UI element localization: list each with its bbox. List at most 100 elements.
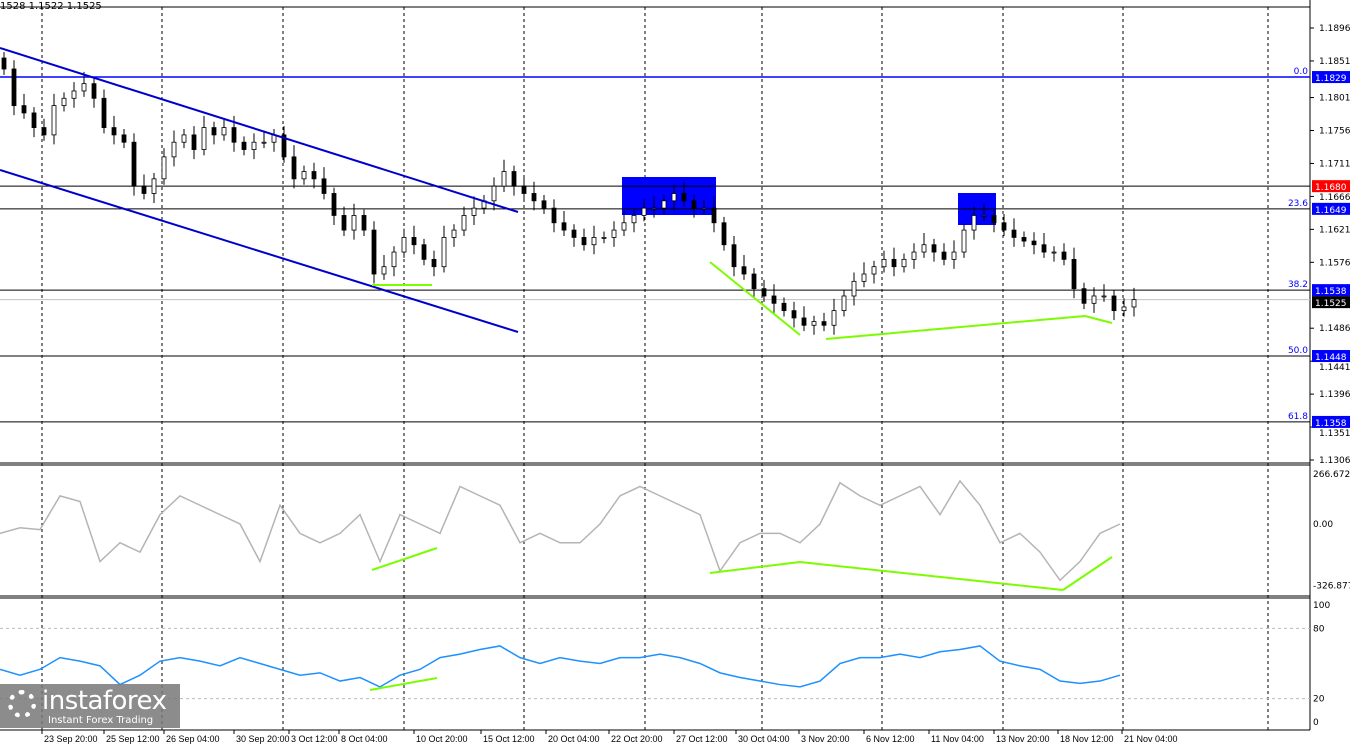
candle-body xyxy=(861,273,867,282)
candle-body xyxy=(611,229,617,238)
price-tag xyxy=(1312,71,1350,84)
candle-body xyxy=(431,258,437,268)
candle-body xyxy=(1021,237,1027,242)
time-tick-label: 11 Nov 04:00 xyxy=(931,734,984,744)
candle-body xyxy=(951,251,957,260)
candle-body xyxy=(341,215,347,231)
candle-body xyxy=(411,237,417,246)
candle-body xyxy=(131,141,137,187)
candle-body xyxy=(991,215,997,224)
candle-body xyxy=(91,83,97,99)
candle-body xyxy=(771,295,777,304)
candle-body xyxy=(1121,306,1127,312)
time-tick-label: 13 Nov 20:00 xyxy=(996,734,1050,744)
candle-body xyxy=(1,57,7,70)
candle-body xyxy=(1061,251,1067,260)
divergence-line xyxy=(1084,315,1113,324)
candle-body xyxy=(211,127,217,136)
candle-body xyxy=(811,321,817,326)
time-tick-label: 6 Nov 12:00 xyxy=(866,734,915,744)
candle-body xyxy=(11,68,17,107)
candle-body xyxy=(261,141,267,144)
candle-body xyxy=(941,251,947,260)
candle-body xyxy=(761,288,767,297)
divergence-line xyxy=(1062,556,1113,591)
time-tick-label: 27 Oct 12:00 xyxy=(676,734,728,744)
candle-body xyxy=(701,207,707,210)
candle-body xyxy=(41,127,47,136)
candle-body xyxy=(821,321,827,326)
candle-body xyxy=(621,222,627,231)
price-tick-label: 1.1711 xyxy=(1319,159,1350,169)
candle-body xyxy=(441,237,447,268)
candle-body xyxy=(231,127,237,143)
candle-body xyxy=(691,200,697,209)
fib-label: 38.2 xyxy=(1288,280,1308,290)
candle-body xyxy=(961,229,967,253)
candle-body xyxy=(71,90,77,99)
cci-tick-label: 0.00 xyxy=(1313,520,1333,530)
logo-tagline: Instant Forex Trading xyxy=(48,715,154,726)
divergence-line xyxy=(799,561,1064,591)
price-tag-label: 1.1829 xyxy=(1315,74,1347,84)
price-tag xyxy=(1312,202,1350,215)
candle-body xyxy=(911,251,917,260)
time-tick-label: 30 Oct 04:00 xyxy=(738,734,790,744)
time-tick-label: 20 Oct 04:00 xyxy=(548,734,600,744)
channel-upper-line xyxy=(0,47,519,213)
price-tag xyxy=(1312,284,1350,297)
candle-body xyxy=(421,244,427,260)
rsi-tick-label: 100 xyxy=(1313,601,1330,611)
candle-body xyxy=(1131,299,1137,308)
candle-body xyxy=(31,112,37,128)
candle-body xyxy=(281,134,287,158)
candle-body xyxy=(81,83,87,92)
candle-body xyxy=(221,127,227,136)
candle-body xyxy=(561,222,567,231)
instaforex-logo: instaforex Instant Forex Trading xyxy=(0,684,180,728)
fib-label: 0.0 xyxy=(1294,67,1309,77)
candle-body xyxy=(791,310,797,319)
time-tick-label: 10 Oct 20:00 xyxy=(416,734,468,744)
cci-tick-label: 266.6723 xyxy=(1313,470,1350,480)
candle-body xyxy=(161,156,167,180)
price-tag-label: 1.1358 xyxy=(1315,419,1347,429)
divergence-line xyxy=(371,547,438,571)
candle-body xyxy=(871,266,877,275)
cci-line xyxy=(0,479,1121,582)
fib-label: 61.8 xyxy=(1288,412,1308,422)
candle-body xyxy=(391,251,397,268)
candle-body xyxy=(571,229,577,238)
candle-body xyxy=(1001,222,1007,231)
candle-body xyxy=(1031,240,1037,246)
price-tick-label: 1.1801 xyxy=(1319,94,1350,104)
candle-body xyxy=(751,273,757,290)
candle-body xyxy=(661,200,667,209)
candle-body xyxy=(531,193,537,202)
price-tick-label: 1.1896 xyxy=(1319,24,1350,34)
price-tick-label: 1.1851 xyxy=(1319,57,1350,67)
candle-body xyxy=(881,258,887,268)
candle-body xyxy=(831,310,837,326)
candle-body xyxy=(241,141,247,150)
price-tick-label: 1.1396 xyxy=(1319,390,1350,400)
candle-body xyxy=(931,244,937,253)
time-tick-label: 22 Oct 20:00 xyxy=(611,734,663,744)
candle-body xyxy=(551,207,557,224)
price-tag-label: 1.1649 xyxy=(1315,206,1347,216)
candle-body xyxy=(841,295,847,312)
price-tick-label: 1.1351 xyxy=(1319,429,1350,439)
time-tick-label: 3 Nov 20:00 xyxy=(801,734,850,744)
time-tick-label: 30 Sep 20:00 xyxy=(236,734,290,744)
logo-name: instaforex xyxy=(42,686,167,716)
candle-body xyxy=(311,171,317,180)
candle-body xyxy=(1071,258,1077,290)
candle-body xyxy=(171,141,177,158)
channel-lower-line xyxy=(0,169,519,333)
candle-body xyxy=(351,215,357,231)
candle-body xyxy=(491,185,497,202)
candle-body xyxy=(121,134,127,143)
candle-body xyxy=(141,185,147,194)
price-tag xyxy=(1312,415,1350,428)
